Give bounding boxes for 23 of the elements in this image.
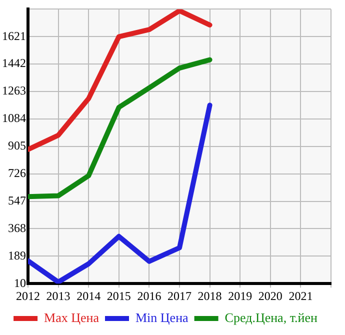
y-tick-label: 1263 (2, 84, 26, 98)
y-tick-label: 368 (8, 220, 26, 235)
x-tick-label: 2014 (76, 288, 101, 303)
x-tick-label: 2015 (106, 288, 131, 303)
x-tick-label: 2012 (16, 288, 40, 303)
x-tick-label: 2018 (198, 288, 222, 303)
x-tick-label: 2021 (288, 288, 313, 303)
y-tick-label: 10 (14, 276, 26, 290)
x-tick-label: 2016 (137, 288, 162, 303)
y-tick-label: 547 (8, 193, 26, 208)
y-tick-label: 905 (8, 138, 26, 153)
legend-label: Сред.Цена, т.йен (224, 310, 318, 325)
legend-label: Max Цена (44, 310, 100, 325)
x-tick-label: 2019 (228, 288, 252, 303)
y-tick-label: 1442 (2, 56, 26, 70)
y-tick-label: 1621 (2, 28, 26, 43)
y-tick-label: 726 (8, 166, 26, 180)
y-tick-label: 189 (8, 248, 26, 262)
legend-label: Min Цена (136, 310, 189, 325)
x-tick-label: 2017 (168, 288, 192, 303)
x-tick-label: 2013 (46, 288, 70, 303)
x-tick-label: 2020 (258, 288, 282, 303)
y-tick-label: 1084 (2, 111, 26, 126)
